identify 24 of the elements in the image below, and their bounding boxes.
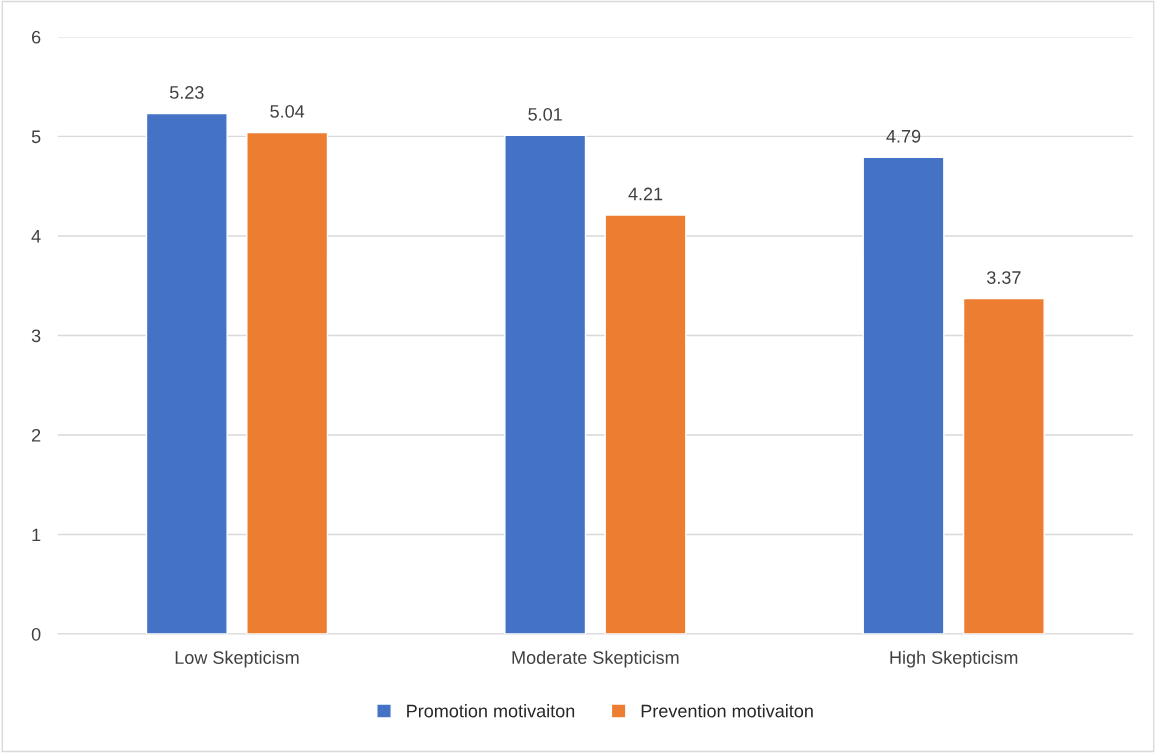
data-label: 4.21 <box>628 187 663 201</box>
x-tick-label: High Skepticism <box>890 650 1018 668</box>
bar <box>962 297 1045 635</box>
data-label: 3.37 <box>986 271 1021 284</box>
bar <box>504 134 587 635</box>
y-tick-label: 4 <box>31 230 41 243</box>
x-tick-label: Moderate Skepticism <box>512 650 679 668</box>
data-label: 5.04 <box>270 104 305 118</box>
y-tick-label: 1 <box>32 528 41 542</box>
data-label: 4.79 <box>886 129 921 143</box>
y-tick-label: 3 <box>31 329 41 343</box>
y-tick-label: 5 <box>31 130 41 144</box>
x-tick-label: Low Skepticism <box>175 650 299 668</box>
bar <box>604 214 687 635</box>
y-tick-label: 6 <box>32 30 41 44</box>
bar <box>246 131 329 635</box>
data-label: 5.01 <box>528 107 562 121</box>
legend-label: Prevention motivaiton <box>641 704 813 718</box>
bar <box>862 156 945 635</box>
data-label: 5.23 <box>169 86 204 99</box>
bar <box>145 112 228 635</box>
y-tick-label: 2 <box>32 428 41 442</box>
legend-label: Promotion motivaiton <box>407 704 575 718</box>
y-tick-label: 0 <box>31 627 41 641</box>
